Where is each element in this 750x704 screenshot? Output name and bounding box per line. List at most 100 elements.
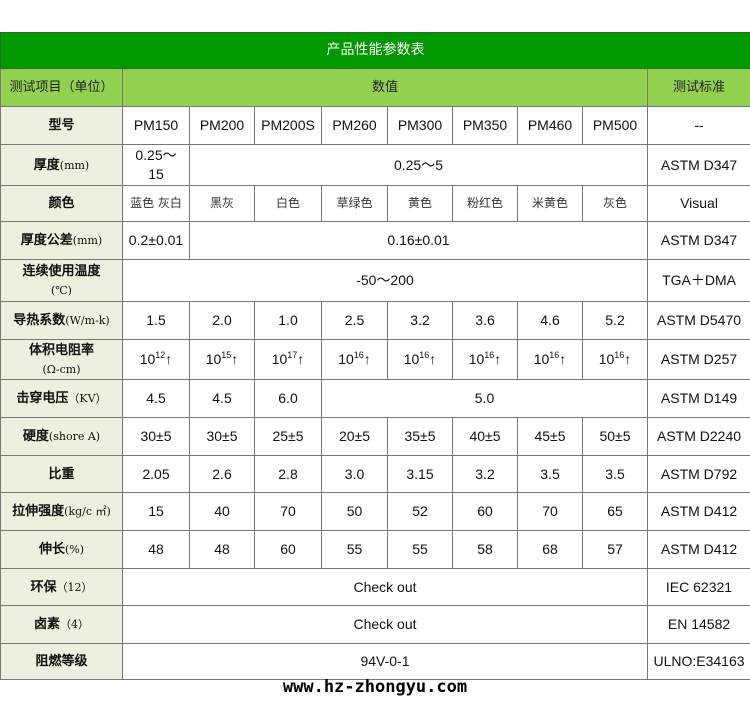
value-cell: 70 [254, 492, 322, 531]
row-label: 硬度(shore A) [0, 417, 123, 456]
standard-cell: ASTM D347 [646, 221, 750, 260]
value-cell: 1.0 [254, 301, 322, 340]
value-cell: 灰色 [582, 185, 648, 222]
value-cell: 3.15 [387, 455, 453, 493]
value-exponent: 15 [221, 350, 232, 360]
value-cell: 3.2 [452, 455, 518, 493]
value-exponent: 16 [614, 350, 625, 360]
row-label: 导热系数(W/m-k) [0, 301, 123, 340]
value-base: 10 [468, 351, 485, 367]
arrow-up-icon: ↑ [494, 351, 502, 367]
standard-cell: Visual [646, 185, 750, 222]
row-unit: (W/m-k) [65, 314, 110, 327]
standard-cell: ASTM D792 [646, 455, 750, 493]
table-row: 硬度(shore A) 30±5 30±5 25±5 20±5 35±5 40±5 45±5 5… [0, 417, 750, 456]
value-cell: 米黄色 [517, 185, 583, 222]
value-cell: 2.8 [254, 455, 322, 493]
arrow-up-icon: ↑ [297, 351, 305, 367]
value-exponent: 16 [419, 350, 430, 360]
row-unit: (℃) [51, 283, 72, 297]
value-base: 10 [598, 351, 615, 367]
value-cell: Check out [122, 568, 648, 606]
value-cell: 1016↑ [517, 339, 583, 380]
value-cell: 3.2 [387, 301, 453, 340]
value-cell: 粉红色 [452, 185, 518, 222]
table-row: 卤素（4） Check out EN 14582 [0, 605, 750, 644]
table-row: 厚度(mm) 0.25～15 0.25～5 ASTM D347 [0, 144, 750, 186]
row-label-text: 厚度公差 [20, 233, 73, 248]
value-cell: 草绿色 [321, 185, 388, 222]
row-label: 比重 [0, 455, 123, 493]
row-label: 环保（12） [0, 568, 123, 606]
row-unit: （4） [60, 618, 89, 631]
value-cell: 1016↑ [387, 339, 453, 380]
value-cell: 2.5 [321, 301, 388, 340]
value-cell: 70 [517, 492, 583, 531]
value-cell: 50±5 [582, 417, 648, 456]
standard-cell: ASTM D5470 [646, 301, 750, 340]
row-label: 体积电阻率 (Ω-cm) [0, 339, 123, 380]
website-footer: www.hz-zhongyu.com [282, 677, 468, 697]
value-cell: 黄色 [387, 185, 453, 222]
value-cell: 55 [321, 530, 388, 569]
value-cell: PM150 [122, 106, 190, 145]
row-label-text: 导热系数 [13, 313, 66, 328]
value-cell: PM200 [189, 106, 255, 145]
row-label-text: 卤素 [33, 617, 60, 632]
row-label: 颜色 [0, 185, 123, 222]
value-cell: 40±5 [452, 417, 518, 456]
row-label-text: 颜色 [48, 196, 75, 211]
table-row: 体积电阻率 (Ω-cm) 1012↑ 1015↑ 1017↑ 1016↑ 1016↑ 1016… [0, 339, 750, 380]
value-cell: 30±5 [189, 417, 255, 456]
value-cell: 4.5 [189, 379, 255, 418]
row-unit: (mm) [59, 158, 90, 172]
row-unit: （12） [56, 580, 93, 594]
table-row: 环保（12） Check out IEC 62321 [0, 568, 750, 606]
value-cell: 2.0 [189, 301, 255, 340]
row-label-text: 型号 [48, 118, 75, 133]
row-label: 厚度(mm) [0, 144, 123, 186]
value-base: 10 [139, 351, 156, 367]
value-cell: 3.5 [582, 455, 648, 493]
value-cell: -50～200 [122, 259, 648, 302]
value-cell: 2.05 [122, 455, 190, 493]
standard-cell: ASTM D347 [646, 144, 750, 186]
value-cell: PM300 [387, 106, 453, 145]
table-row: 击穿电压（KV） 4.5 4.5 6.0 5.0 ASTM D149 [0, 379, 750, 418]
value-cell: 6.0 [254, 379, 322, 418]
table-row: 型号 PM150 PM200 PM200S PM260 PM300 PM350 PM460 PM… [0, 106, 750, 145]
row-label: 拉伸强度(kg/c ㎡) [0, 492, 123, 531]
row-label: 阻燃等级 [0, 643, 123, 680]
value-cell: 1016↑ [452, 339, 518, 380]
value-cell: 55 [387, 530, 453, 569]
row-label-text: 厚度 [33, 157, 60, 173]
standard-cell: -- [646, 106, 750, 145]
row-unit: (Ω-cm) [42, 362, 81, 376]
value-cell: 0.25～5 [189, 144, 648, 186]
arrow-up-icon: ↑ [165, 351, 173, 367]
header-values: 数值 [122, 68, 648, 107]
value-cell: 94V-0-1 [122, 643, 648, 680]
table-row: 颜色 蓝色 灰白 黑灰 白色 草绿色 黄色 粉红色 米黄色 灰色 Visual [0, 185, 750, 222]
arrow-up-icon: ↑ [429, 351, 437, 367]
value-cell: 52 [387, 492, 453, 531]
row-label-text: 比重 [48, 466, 75, 482]
value-cell: 60 [254, 530, 322, 569]
table-title: 产品性能参数表 [0, 32, 750, 69]
row-label-text: 体积电阻率 [28, 342, 94, 358]
value-base: 10 [403, 351, 420, 367]
value-cell: 58 [452, 530, 518, 569]
row-label-text: 环保 [30, 579, 57, 595]
value-exponent: 16 [484, 350, 495, 360]
row-unit: （KV） [68, 392, 107, 405]
value-cell: 40 [189, 492, 255, 531]
value-base: 10 [271, 351, 288, 367]
value-cell: 4.5 [122, 379, 190, 418]
value-base: 10 [533, 351, 550, 367]
arrow-up-icon: ↑ [231, 351, 239, 367]
value-cell: PM200S [254, 106, 322, 145]
value-cell: 3.0 [321, 455, 388, 493]
value-cell: 白色 [254, 185, 322, 222]
value-cell: 50 [321, 492, 388, 531]
value-cell: 1016↑ [321, 339, 388, 380]
